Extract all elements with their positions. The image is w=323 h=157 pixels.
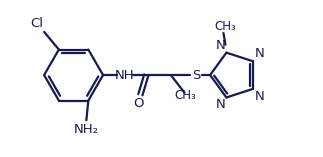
Text: S: S [192,69,201,82]
Text: N: N [255,90,265,103]
Text: N: N [216,39,225,52]
Text: Cl: Cl [30,16,43,30]
Text: NH₂: NH₂ [74,123,99,136]
Text: CH₃: CH₃ [175,89,196,102]
Text: N: N [255,47,265,60]
Text: CH₃: CH₃ [214,20,236,33]
Text: O: O [133,97,144,110]
Text: NH: NH [115,69,134,82]
Text: N: N [216,98,225,111]
